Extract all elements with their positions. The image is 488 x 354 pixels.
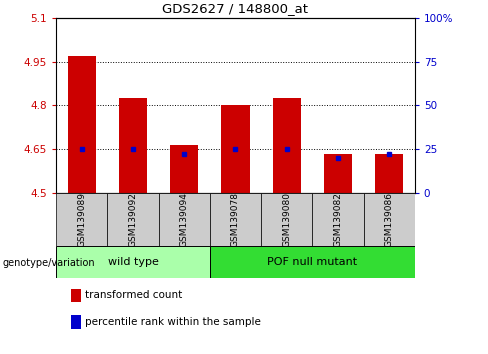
Bar [56,193,107,246]
Bar [68,56,96,193]
Text: transformed count: transformed count [85,290,183,300]
Bar [273,98,301,193]
Title: GDS2627 / 148800_at: GDS2627 / 148800_at [163,2,308,15]
Bar [222,105,249,193]
Text: GSM139092: GSM139092 [128,192,138,247]
Bar [107,193,159,246]
Text: POF null mutant: POF null mutant [267,257,357,267]
Text: genotype/variation: genotype/variation [2,258,95,268]
Bar [324,154,352,193]
Bar [119,98,147,193]
Text: GSM139080: GSM139080 [282,192,291,247]
Bar [210,246,415,278]
Bar [159,193,210,246]
Bar [56,246,210,278]
Text: GSM139094: GSM139094 [180,192,189,247]
Text: wild type: wild type [107,257,159,267]
Bar [312,193,364,246]
Bar [170,145,198,193]
Text: GSM139086: GSM139086 [385,192,394,247]
Text: GSM139082: GSM139082 [333,192,343,247]
Bar [375,154,403,193]
Text: GSM139089: GSM139089 [77,192,86,247]
Bar [364,193,415,246]
Bar [261,193,312,246]
Bar [210,193,261,246]
Text: percentile rank within the sample: percentile rank within the sample [85,317,261,327]
Text: GSM139078: GSM139078 [231,192,240,247]
